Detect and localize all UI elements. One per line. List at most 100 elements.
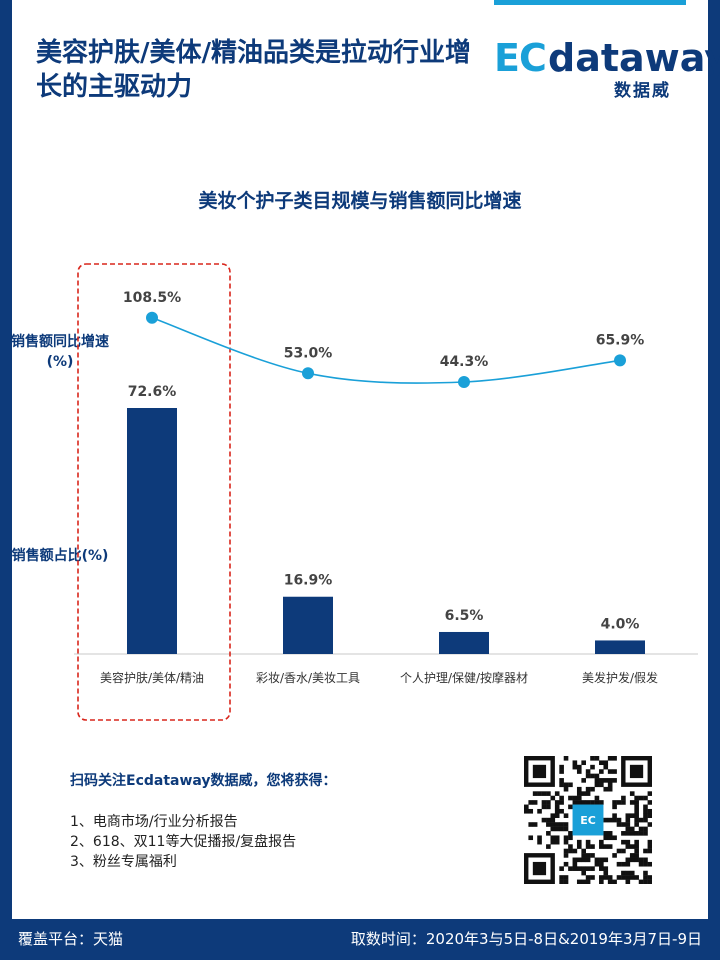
qr-module <box>546 831 551 836</box>
qr-module <box>550 817 556 823</box>
qr-module <box>585 844 591 849</box>
qr-module <box>532 822 538 827</box>
qr-module <box>625 870 631 876</box>
qr-module <box>563 813 569 818</box>
qr-module <box>638 831 644 836</box>
qr-module <box>612 835 617 841</box>
qr-module <box>554 804 560 810</box>
qr-module <box>581 879 586 884</box>
qr-module <box>638 826 644 832</box>
qr-module <box>576 866 582 871</box>
qr-module <box>554 808 560 814</box>
qr-module <box>647 791 652 796</box>
qr-module <box>550 822 556 827</box>
qr-module <box>612 804 617 810</box>
qr-module <box>621 795 626 801</box>
qr-module <box>554 791 560 796</box>
qr-module <box>594 756 600 761</box>
qr-module <box>559 866 564 871</box>
qr-module <box>603 786 609 792</box>
qr-module <box>634 813 639 818</box>
qr-module <box>572 848 578 854</box>
qr-module <box>647 879 652 884</box>
qr-module <box>647 839 652 845</box>
qr-module <box>550 826 556 832</box>
qr-module <box>590 764 595 770</box>
qr-module <box>616 822 622 827</box>
qr-module <box>629 831 635 836</box>
qr-module <box>581 848 586 854</box>
qr-module <box>528 835 534 841</box>
qr-module <box>563 861 569 867</box>
qr-module <box>603 866 609 871</box>
qr-module <box>599 857 604 863</box>
qr-module <box>621 831 626 836</box>
qr-module <box>559 764 564 770</box>
qr-module <box>607 769 613 774</box>
qr-module <box>603 875 609 880</box>
qr-module <box>576 879 582 884</box>
qr-module <box>559 795 564 801</box>
qr-module <box>603 778 609 783</box>
qr-module <box>559 782 564 788</box>
qr-module <box>590 800 595 805</box>
qr-module <box>568 835 573 841</box>
qr-module <box>559 875 564 880</box>
qr-module <box>643 831 648 836</box>
qr-module <box>541 804 547 810</box>
logo-subtitle: 数据威 <box>614 81 671 101</box>
page-headline: 美容护肤/美体/精油品类是拉动行业增长的主驱动力 <box>36 38 471 102</box>
qr-module <box>629 857 635 863</box>
qr-module <box>532 800 538 805</box>
chart-title: 美妆个护子类目规模与销售额同比增速 <box>198 190 522 212</box>
qr-module <box>643 879 648 884</box>
qr-module <box>528 808 534 814</box>
qr-module <box>594 795 600 801</box>
qr-module <box>585 879 591 884</box>
qr-module <box>541 791 547 796</box>
qr-module <box>638 817 644 823</box>
qr-module <box>612 879 617 884</box>
qr-module <box>647 875 652 880</box>
qr-module <box>634 844 639 849</box>
qr-module <box>559 769 564 774</box>
qr-module <box>524 804 529 810</box>
qr-module <box>585 839 591 845</box>
qr-module <box>590 853 595 858</box>
qr-module <box>625 839 631 845</box>
qr-module <box>603 764 609 770</box>
qr-module <box>585 866 591 871</box>
qr-module <box>554 813 560 818</box>
benefit-item: 3、粉丝专属福利 <box>70 854 177 870</box>
qr-module <box>537 839 542 845</box>
qr-module <box>594 778 600 783</box>
qr-module <box>634 795 639 801</box>
qr-module <box>590 875 595 880</box>
qr-module <box>625 813 631 818</box>
qr-module <box>603 870 609 876</box>
qr-module <box>594 861 600 867</box>
qr-module <box>537 835 542 841</box>
qr-code[interactable]: EC <box>524 756 652 884</box>
qr-module <box>568 848 573 854</box>
qr-module <box>546 822 551 827</box>
qr-module <box>643 857 648 863</box>
qr-module <box>563 839 569 845</box>
qr-module <box>603 835 609 841</box>
qr-module <box>607 879 613 884</box>
qr-module <box>629 853 635 858</box>
qr-module <box>546 817 551 823</box>
qr-module <box>572 795 578 801</box>
qr-module <box>568 866 573 871</box>
qr-module <box>581 800 586 805</box>
qr-module <box>634 857 639 863</box>
qr-module <box>647 800 652 805</box>
qr-module <box>528 822 534 827</box>
qr-module <box>643 848 648 854</box>
qr-module <box>546 844 551 849</box>
qr-module <box>581 857 586 863</box>
qr-module <box>603 817 609 823</box>
qr-module <box>581 778 586 783</box>
qr-module <box>625 879 631 884</box>
qr-module <box>576 764 582 770</box>
